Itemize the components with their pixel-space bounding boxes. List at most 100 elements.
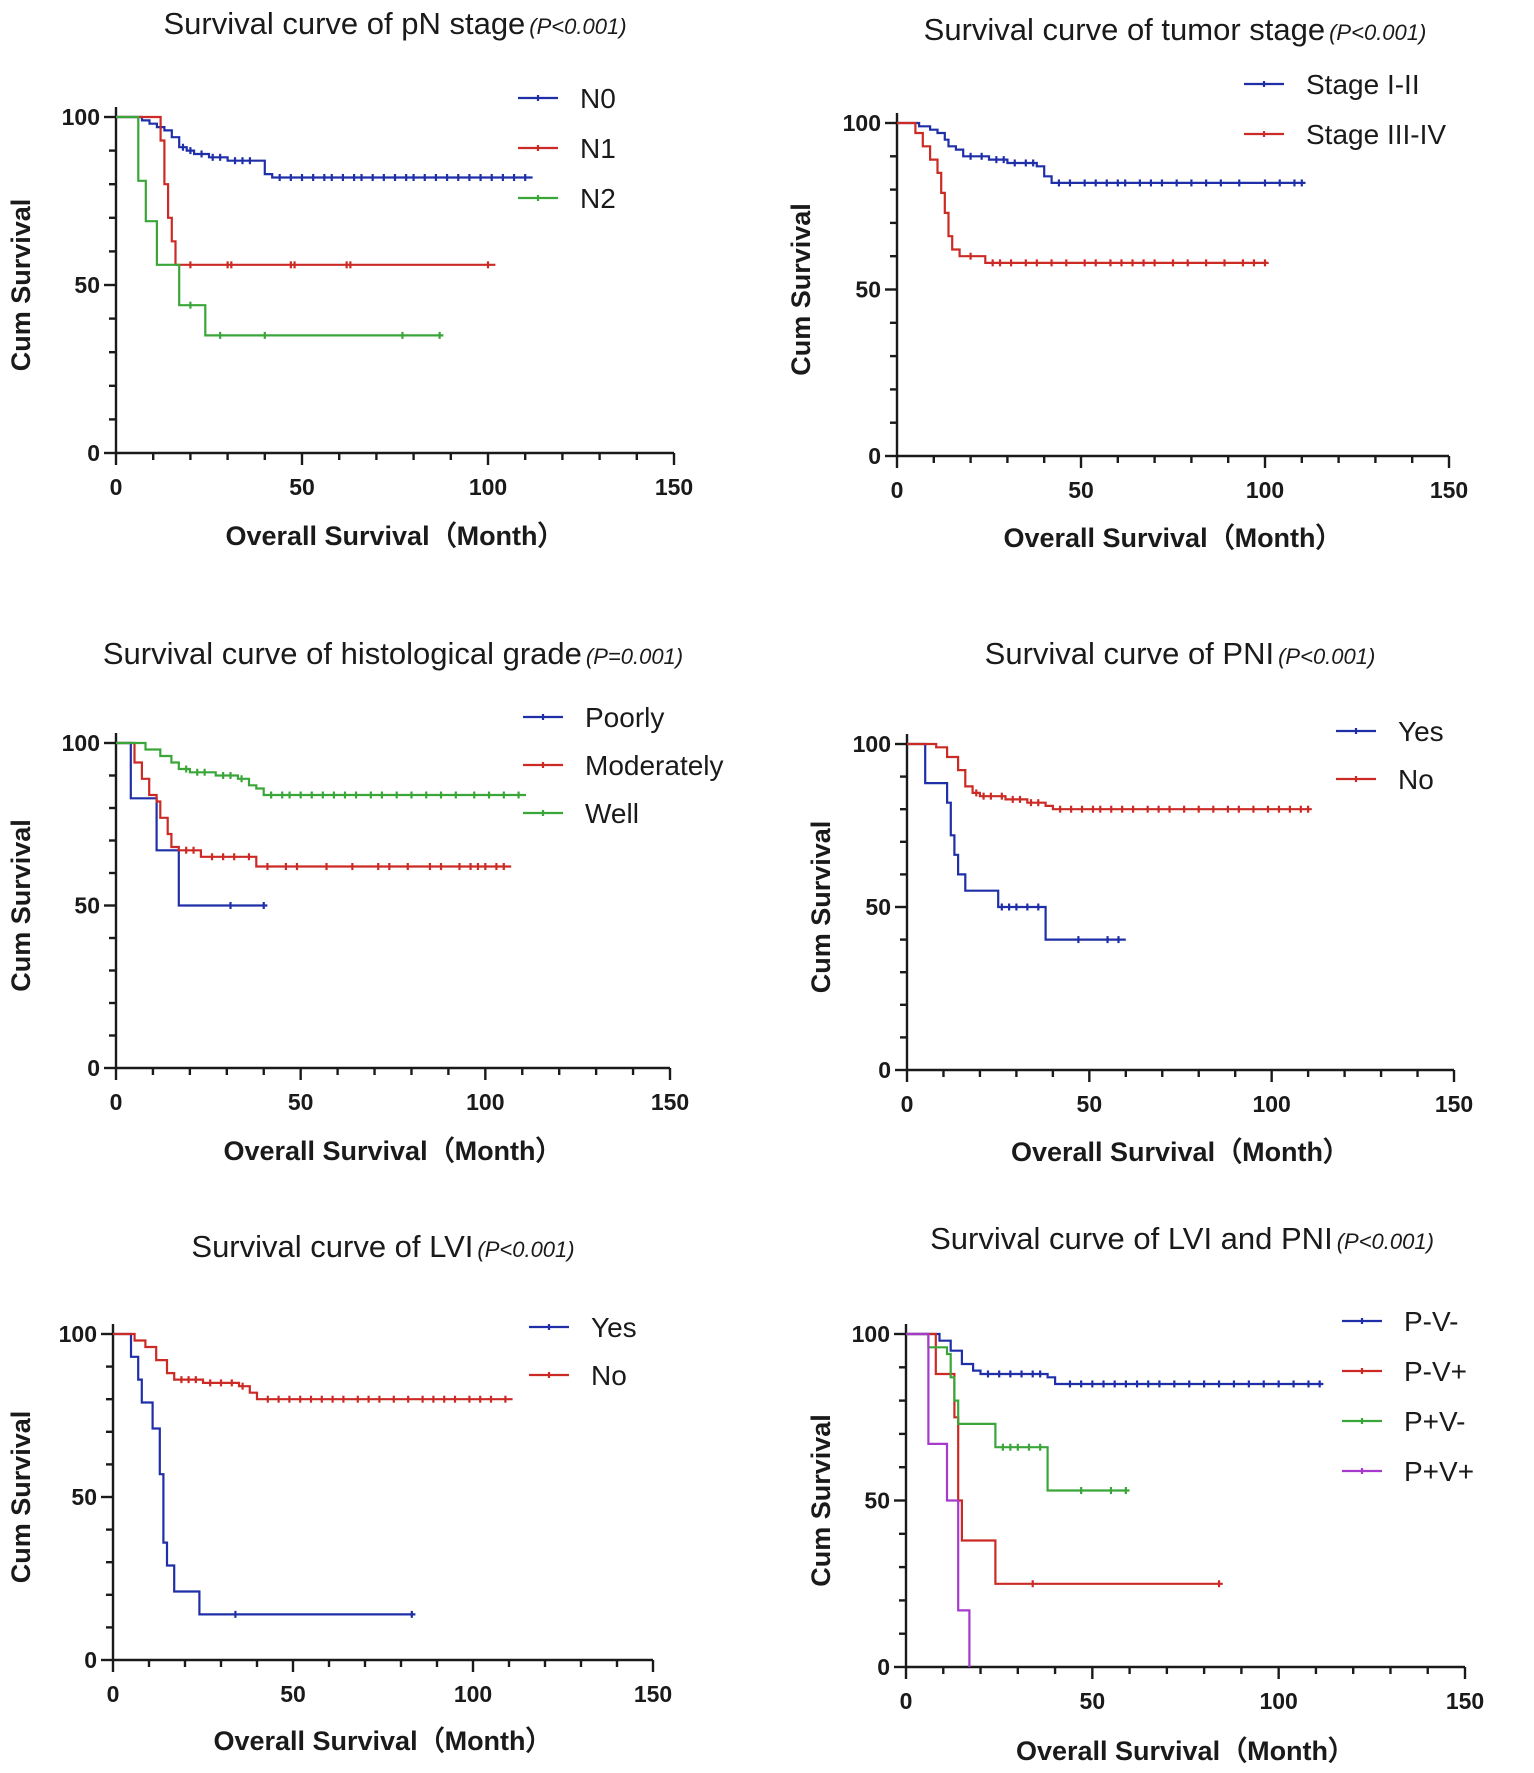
x-tick-label: 0 bbox=[900, 1688, 913, 1714]
legend-label-moderately: Moderately bbox=[585, 750, 724, 781]
y-tick-label: 100 bbox=[62, 104, 100, 130]
series-line-poorly bbox=[116, 741, 268, 907]
chart-title-text: Survival curve of LVI and PNI bbox=[930, 1221, 1333, 1256]
chart-panel-1: Survival curve of pN stage (P<0.001) 0 50 10… bbox=[6, 6, 693, 551]
series-line-yes bbox=[907, 742, 1126, 941]
y-tick-label: 100 bbox=[62, 730, 100, 756]
x-axis-label: Overall Survival（Month） bbox=[1011, 1137, 1350, 1167]
y-tick-label: 50 bbox=[74, 893, 100, 919]
legend-label-yes: Yes bbox=[1398, 716, 1444, 747]
legend-label-stage-i-ii: Stage I-II bbox=[1306, 69, 1420, 100]
x-tick-label: 100 bbox=[1252, 1091, 1290, 1117]
y-tick-label: 50 bbox=[864, 1488, 890, 1514]
y-tick-label: 0 bbox=[84, 1647, 97, 1673]
chart-title: Survival curve of PNI (P<0.001) bbox=[985, 636, 1376, 671]
series-line-no bbox=[907, 742, 1312, 811]
x-tick-label: 100 bbox=[469, 474, 507, 500]
x-tick-label: 100 bbox=[466, 1089, 504, 1115]
legend-label-well: Well bbox=[585, 798, 639, 829]
y-tick-label: 50 bbox=[865, 894, 891, 920]
y-tick-label: 50 bbox=[71, 1484, 97, 1510]
x-tick-label: 150 bbox=[1435, 1091, 1473, 1117]
x-tick-label: 150 bbox=[651, 1089, 689, 1115]
y-tick-label: 50 bbox=[74, 272, 100, 298]
x-tick-label: 50 bbox=[1077, 1091, 1103, 1117]
series-line-n0 bbox=[116, 115, 533, 179]
y-axis-label: Cum Survival bbox=[806, 1414, 836, 1587]
legend-label-n1: N1 bbox=[580, 133, 616, 164]
chart-pvalue: (P=0.001) bbox=[586, 644, 683, 669]
chart-title-text: Survival curve of PNI bbox=[985, 636, 1274, 671]
x-tick-label: 100 bbox=[1259, 1688, 1297, 1714]
series-line-yes bbox=[113, 1332, 416, 1616]
chart-pvalue: (P<0.001) bbox=[477, 1237, 574, 1262]
series-line-p-v bbox=[906, 1332, 1130, 1492]
x-tick-label: 0 bbox=[107, 1681, 120, 1707]
chart-title-text: Survival curve of LVI bbox=[191, 1229, 473, 1264]
x-axis-label: Overall Survival（Month） bbox=[223, 1136, 562, 1166]
chart-title: Survival curve of LVI (P<0.001) bbox=[191, 1229, 574, 1264]
legend-label-no: No bbox=[1398, 764, 1434, 795]
chart-title: Survival curve of LVI and PNI (P<0.001) bbox=[930, 1221, 1434, 1256]
chart-pvalue: (P<0.001) bbox=[1329, 20, 1426, 45]
x-tick-label: 150 bbox=[634, 1681, 672, 1707]
x-tick-label: 0 bbox=[110, 474, 123, 500]
legend-label-stage-iii-iv: Stage III-IV bbox=[1306, 119, 1446, 150]
y-tick-label: 0 bbox=[868, 443, 881, 469]
x-tick-label: 50 bbox=[1080, 1688, 1106, 1714]
x-tick-label: 0 bbox=[110, 1089, 123, 1115]
chart-title-text: Survival curve of tumor stage bbox=[924, 12, 1325, 47]
x-tick-label: 50 bbox=[289, 474, 315, 500]
y-axis-label: Cum Survival bbox=[806, 821, 836, 994]
y-tick-label: 0 bbox=[87, 1055, 100, 1081]
y-tick-label: 0 bbox=[877, 1654, 890, 1680]
chart-panel-5: Survival curve of LVI (P<0.001) 0 50 100 150 0… bbox=[6, 1229, 672, 1756]
x-tick-label: 0 bbox=[901, 1091, 914, 1117]
y-tick-label: 50 bbox=[855, 277, 881, 303]
chart-panel-2: Survival curve of tumor stage (P<0.001) 0 5… bbox=[786, 12, 1468, 553]
series-line-well bbox=[116, 741, 526, 797]
chart-pvalue: (P<0.001) bbox=[1337, 1229, 1434, 1254]
series-line-p-v bbox=[906, 1332, 1223, 1585]
y-tick-label: 0 bbox=[878, 1057, 891, 1083]
series-line-no bbox=[113, 1332, 513, 1401]
series-line-stage-iii-iv bbox=[897, 121, 1269, 264]
chart-pvalue: (P<0.001) bbox=[1278, 644, 1375, 669]
y-tick-label: 100 bbox=[852, 1321, 890, 1347]
y-tick-label: 100 bbox=[853, 731, 891, 757]
series-line-p-v bbox=[906, 1332, 1324, 1386]
legend-label-poorly: Poorly bbox=[585, 702, 664, 733]
y-axis-label: Cum Survival bbox=[6, 819, 36, 992]
x-axis-label: Overall Survival（Month） bbox=[1016, 1736, 1355, 1766]
series-line-stage-i-ii bbox=[897, 121, 1306, 184]
x-tick-label: 100 bbox=[1246, 477, 1284, 503]
chart-title-text: Survival curve of histological grade bbox=[103, 636, 582, 671]
x-axis-label: Overall Survival（Month） bbox=[1003, 523, 1342, 553]
chart-title-text: Survival curve of pN stage bbox=[163, 6, 525, 41]
legend-label-yes: Yes bbox=[591, 1312, 637, 1343]
chart-title: Survival curve of histological grade (P=0… bbox=[103, 636, 683, 671]
legend-label-p-v: P-V+ bbox=[1404, 1356, 1467, 1387]
chart-panel-4: Survival curve of PNI (P<0.001) 0 50 100 150 0… bbox=[806, 636, 1473, 1167]
x-tick-label: 150 bbox=[1446, 1688, 1484, 1714]
y-axis-label: Cum Survival bbox=[6, 1411, 36, 1584]
series-line-moderately bbox=[116, 741, 512, 868]
y-axis-label: Cum Survival bbox=[6, 199, 36, 372]
x-tick-label: 50 bbox=[1068, 477, 1094, 503]
series-line-n1 bbox=[116, 115, 496, 266]
x-tick-label: 150 bbox=[655, 474, 693, 500]
x-tick-label: 50 bbox=[288, 1089, 314, 1115]
chart-panel-6: Survival curve of LVI and PNI (P<0.001) 0 5… bbox=[806, 1221, 1484, 1766]
legend-label-p-v: P+V- bbox=[1404, 1406, 1465, 1437]
y-tick-label: 100 bbox=[843, 110, 881, 136]
series-line-p-v bbox=[906, 1332, 971, 1667]
legend-label-no: No bbox=[591, 1360, 627, 1391]
x-tick-label: 150 bbox=[1430, 477, 1468, 503]
x-axis-label: Overall Survival（Month） bbox=[213, 1726, 552, 1756]
series-line-n2 bbox=[116, 115, 444, 337]
y-tick-label: 100 bbox=[59, 1321, 97, 1347]
x-tick-label: 50 bbox=[280, 1681, 306, 1707]
y-tick-label: 0 bbox=[87, 440, 100, 466]
legend-label-p-v: P-V- bbox=[1404, 1306, 1458, 1337]
